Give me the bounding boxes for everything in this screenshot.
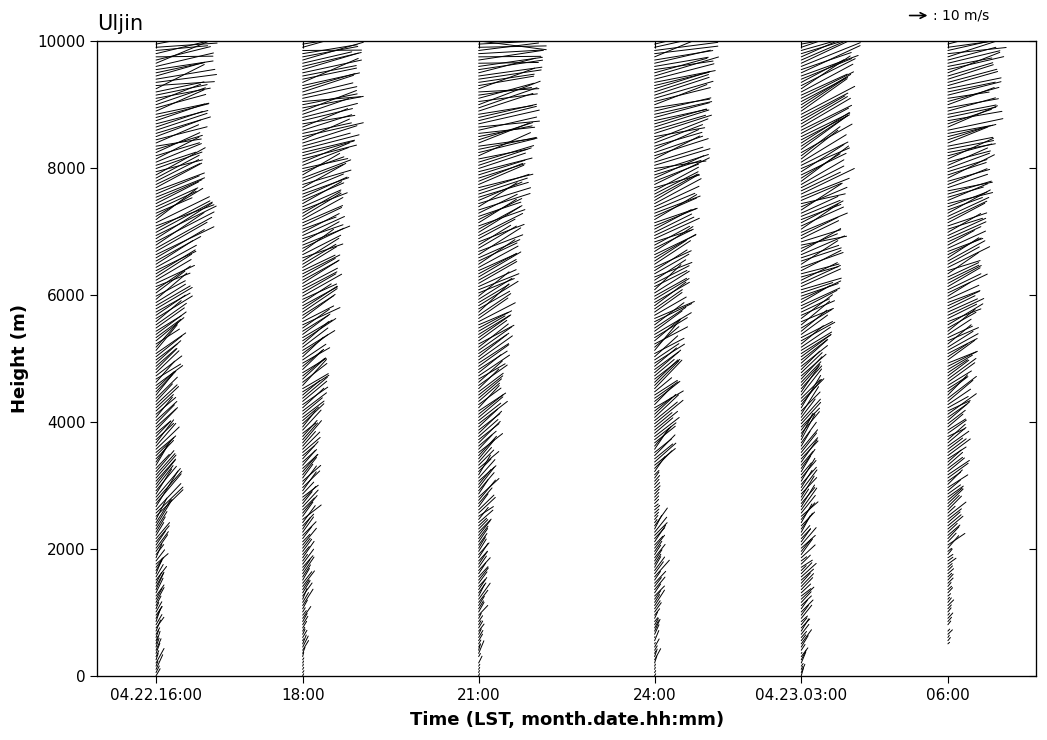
Text: : 10 m/s: : 10 m/s xyxy=(933,8,989,22)
Y-axis label: Height (m): Height (m) xyxy=(12,304,29,413)
Text: Uljin: Uljin xyxy=(97,14,143,34)
X-axis label: Time (LST, month.date.hh:mm): Time (LST, month.date.hh:mm) xyxy=(409,711,723,729)
